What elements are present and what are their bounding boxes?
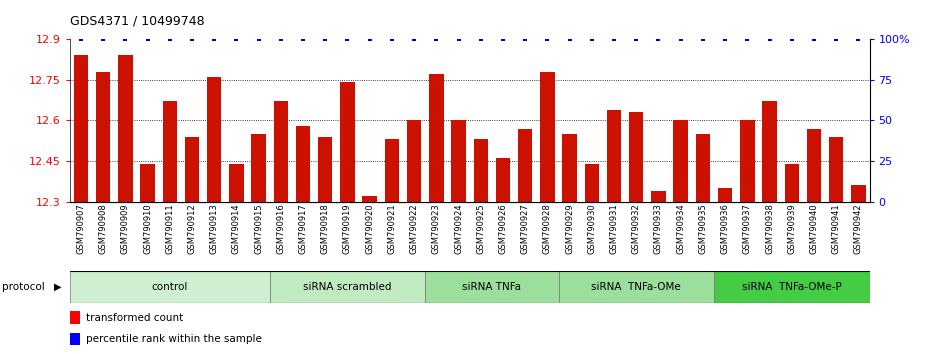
Text: GSM790917: GSM790917 — [299, 203, 308, 254]
Bar — [363, 196, 377, 202]
Text: percentile rank within the sample: percentile rank within the sample — [86, 334, 261, 344]
Bar — [270, 271, 425, 303]
Bar — [540, 72, 554, 202]
Text: GSM790915: GSM790915 — [254, 203, 263, 254]
Text: GSM790932: GSM790932 — [631, 203, 641, 254]
Bar — [273, 101, 288, 202]
Bar — [718, 188, 732, 202]
Text: GSM790907: GSM790907 — [76, 203, 86, 254]
Text: GSM790909: GSM790909 — [121, 203, 130, 254]
Bar — [251, 134, 266, 202]
Bar — [563, 134, 577, 202]
Bar — [851, 185, 866, 202]
Text: GSM790920: GSM790920 — [365, 203, 374, 254]
Bar — [785, 164, 799, 202]
Text: siRNA TNFa: siRNA TNFa — [462, 282, 522, 292]
Text: GSM790936: GSM790936 — [721, 203, 730, 254]
Bar — [496, 158, 511, 202]
Text: control: control — [152, 282, 188, 292]
Bar — [96, 72, 111, 202]
Bar — [673, 120, 688, 202]
Text: ▶: ▶ — [54, 282, 61, 292]
Text: GSM790938: GSM790938 — [765, 203, 774, 254]
Bar — [118, 55, 132, 202]
Text: GSM790940: GSM790940 — [809, 203, 818, 254]
Bar — [629, 112, 644, 202]
Bar — [585, 164, 599, 202]
Text: GSM790926: GSM790926 — [498, 203, 508, 254]
Text: GSM790935: GSM790935 — [698, 203, 708, 254]
Bar — [829, 137, 844, 202]
Text: GSM790914: GSM790914 — [232, 203, 241, 254]
Text: GSM790924: GSM790924 — [454, 203, 463, 254]
Text: GSM790918: GSM790918 — [321, 203, 330, 254]
Text: GDS4371 / 10499748: GDS4371 / 10499748 — [70, 14, 205, 27]
Bar — [807, 129, 821, 202]
Bar — [451, 120, 466, 202]
Bar — [740, 120, 754, 202]
Bar — [140, 164, 154, 202]
Bar — [651, 191, 666, 202]
Bar — [429, 74, 444, 202]
Bar — [70, 312, 80, 324]
Text: GSM790916: GSM790916 — [276, 203, 286, 254]
Text: siRNA scrambled: siRNA scrambled — [303, 282, 392, 292]
Text: GSM790910: GSM790910 — [143, 203, 152, 254]
Text: GSM790921: GSM790921 — [388, 203, 396, 254]
Bar — [340, 82, 354, 202]
Bar — [185, 137, 199, 202]
Text: GSM790934: GSM790934 — [676, 203, 685, 254]
Text: GSM790913: GSM790913 — [209, 203, 219, 254]
Bar — [70, 271, 270, 303]
Text: transformed count: transformed count — [86, 313, 183, 323]
Text: GSM790912: GSM790912 — [188, 203, 196, 254]
Bar — [73, 55, 88, 202]
Bar — [473, 139, 488, 202]
Bar — [696, 134, 711, 202]
Text: GSM790931: GSM790931 — [609, 203, 618, 254]
Bar — [714, 271, 870, 303]
Text: GSM790908: GSM790908 — [99, 203, 108, 254]
Text: GSM790929: GSM790929 — [565, 203, 574, 254]
Bar — [407, 120, 421, 202]
Bar — [70, 333, 80, 346]
Bar — [229, 164, 244, 202]
Bar — [296, 126, 311, 202]
Text: GSM790923: GSM790923 — [432, 203, 441, 254]
Text: GSM790930: GSM790930 — [588, 203, 596, 254]
Text: GSM790919: GSM790919 — [343, 203, 352, 254]
Bar — [163, 101, 177, 202]
Bar — [559, 271, 714, 303]
Bar — [385, 139, 399, 202]
Text: GSM790927: GSM790927 — [521, 203, 530, 254]
Text: siRNA  TNFa-OMe: siRNA TNFa-OMe — [591, 282, 681, 292]
Bar — [318, 137, 332, 202]
Text: GSM790942: GSM790942 — [854, 203, 863, 254]
Text: protocol: protocol — [2, 282, 45, 292]
Text: GSM790922: GSM790922 — [409, 203, 418, 254]
Bar — [763, 101, 777, 202]
Text: GSM790925: GSM790925 — [476, 203, 485, 254]
Bar — [425, 271, 559, 303]
Text: GSM790933: GSM790933 — [654, 203, 663, 254]
Bar — [207, 77, 221, 202]
Text: GSM790937: GSM790937 — [743, 203, 751, 254]
Text: GSM790911: GSM790911 — [166, 203, 174, 254]
Text: siRNA  TNFa-OMe-P: siRNA TNFa-OMe-P — [742, 282, 842, 292]
Bar — [518, 129, 532, 202]
Bar — [607, 109, 621, 202]
Text: GSM790928: GSM790928 — [543, 203, 551, 254]
Text: GSM790939: GSM790939 — [788, 203, 796, 254]
Text: GSM790941: GSM790941 — [831, 203, 841, 254]
